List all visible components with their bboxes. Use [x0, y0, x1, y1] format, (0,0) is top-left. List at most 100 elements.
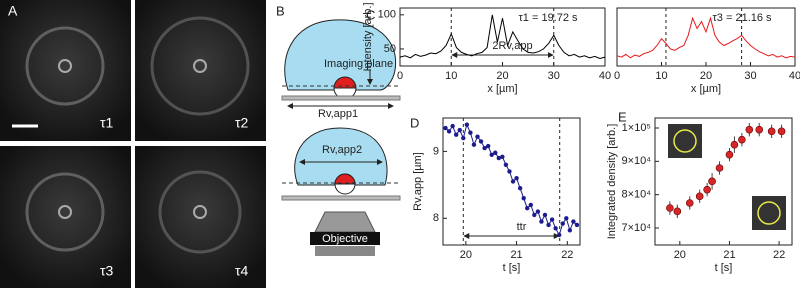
- data-point: [546, 222, 551, 228]
- data-point: [496, 155, 502, 161]
- data-point: [500, 154, 505, 159]
- frame-label: τ3: [100, 263, 114, 279]
- x-tick-label: 22: [561, 249, 573, 261]
- x-axis-label: t [s]: [503, 262, 521, 274]
- y-tick-label: 9: [433, 145, 439, 157]
- x-tick-label: 20: [700, 70, 712, 82]
- data-point: [532, 212, 537, 218]
- data-point: [528, 202, 533, 208]
- inset: [668, 124, 702, 158]
- data-line: [616, 16, 796, 59]
- frame-label: τ2: [235, 115, 249, 131]
- x-tick-label: 22: [773, 249, 785, 261]
- data-point: [489, 152, 494, 157]
- data-point: [493, 150, 498, 155]
- y-axis-label: Intensity [arb.]: [362, 2, 374, 71]
- x-axis-label: x [µm]: [487, 83, 517, 95]
- panel-label: C: [366, 7, 375, 22]
- data-point: [767, 127, 776, 136]
- y-axis-label: Integrated density [arb.]: [606, 124, 618, 240]
- micrograph: [135, 146, 266, 288]
- data-point: [567, 228, 573, 233]
- data-point: [514, 175, 519, 181]
- y-tick-label: 9×10⁴: [621, 155, 651, 167]
- data-point: [564, 216, 569, 221]
- micrograph: [135, 0, 266, 141]
- inset: [752, 196, 786, 230]
- data-line: [399, 14, 606, 60]
- data-point: [738, 135, 746, 144]
- data-point: [725, 150, 734, 159]
- x-tick-label: 21: [723, 249, 735, 261]
- x-tick-label: 30: [548, 70, 560, 82]
- data-point: [485, 143, 491, 149]
- data-point: [468, 130, 473, 135]
- data-point: [478, 139, 484, 144]
- data-point: [556, 232, 562, 238]
- x-tick-label: 40: [789, 70, 800, 82]
- data-point: [685, 199, 694, 207]
- panel-label: A: [8, 3, 18, 19]
- data-point: [471, 142, 477, 147]
- plot-frame: [654, 117, 793, 246]
- data-point: [730, 140, 739, 149]
- data-point: [703, 185, 711, 194]
- x-axis-label: t [s]: [715, 262, 733, 274]
- data-point: [542, 212, 548, 218]
- data-point: [446, 129, 452, 134]
- substrate: [281, 195, 401, 201]
- data-point: [745, 125, 754, 134]
- data-point: [453, 132, 459, 137]
- y-tick-label: 8: [433, 212, 439, 224]
- objective-lens: [314, 211, 376, 233]
- data-point: [549, 217, 555, 222]
- y-tick-label: 1×10⁵: [622, 122, 651, 134]
- x-tick-label: 10: [655, 70, 667, 82]
- vesicle: [294, 127, 388, 186]
- data-point: [482, 145, 487, 151]
- frame-label: τ1: [100, 115, 114, 131]
- substrate: [281, 95, 401, 101]
- data-point: [450, 123, 455, 129]
- panel-label: D: [410, 115, 419, 130]
- panel-b: B Imaging plane Rv,app1 Rv,app2 Objectiv…: [276, 3, 401, 256]
- data-point: [507, 169, 512, 174]
- panel-label: B: [276, 3, 285, 18]
- micrograph: [0, 146, 131, 288]
- data-point: [553, 226, 558, 231]
- data-point: [464, 122, 470, 127]
- data-point: [475, 134, 480, 139]
- x-tick-label: 40: [599, 70, 611, 82]
- y-tick-label: 100: [378, 9, 396, 21]
- data-point: [521, 196, 526, 201]
- plot-frame: [442, 117, 581, 246]
- objective-body: [315, 246, 375, 256]
- x-tick-label: 21: [510, 249, 522, 261]
- data-point: [755, 125, 764, 134]
- annotation: τ3 = 21.16 s: [712, 12, 772, 24]
- data-point: [539, 219, 544, 224]
- annotation: τ1 = 19.72 s: [518, 12, 578, 24]
- data-point: [574, 222, 580, 228]
- panel-a: A τ1 τ2 τ3 τ4: [0, 0, 266, 288]
- objective-label: Objective: [322, 233, 368, 245]
- span-label: ttr: [517, 221, 527, 233]
- x-tick-label: 20: [674, 249, 686, 261]
- x-tick-label: 10: [445, 70, 457, 82]
- y-tick-label: 7×10⁴: [621, 222, 651, 234]
- x-tick-label: 20: [460, 249, 472, 261]
- micrograph: [0, 0, 131, 141]
- frame-label: τ4: [235, 263, 249, 279]
- data-point: [715, 164, 724, 172]
- data-point: [666, 204, 674, 212]
- objective-body: [310, 232, 380, 245]
- data-point: [695, 192, 704, 201]
- data-line: [445, 123, 578, 237]
- x-axis-label: x [µm]: [691, 83, 721, 95]
- data-point: [525, 206, 530, 211]
- y-tick-label: 50: [384, 43, 396, 55]
- data-point: [535, 209, 541, 214]
- data-point: [708, 177, 716, 186]
- x-tick-label: 0: [397, 70, 403, 82]
